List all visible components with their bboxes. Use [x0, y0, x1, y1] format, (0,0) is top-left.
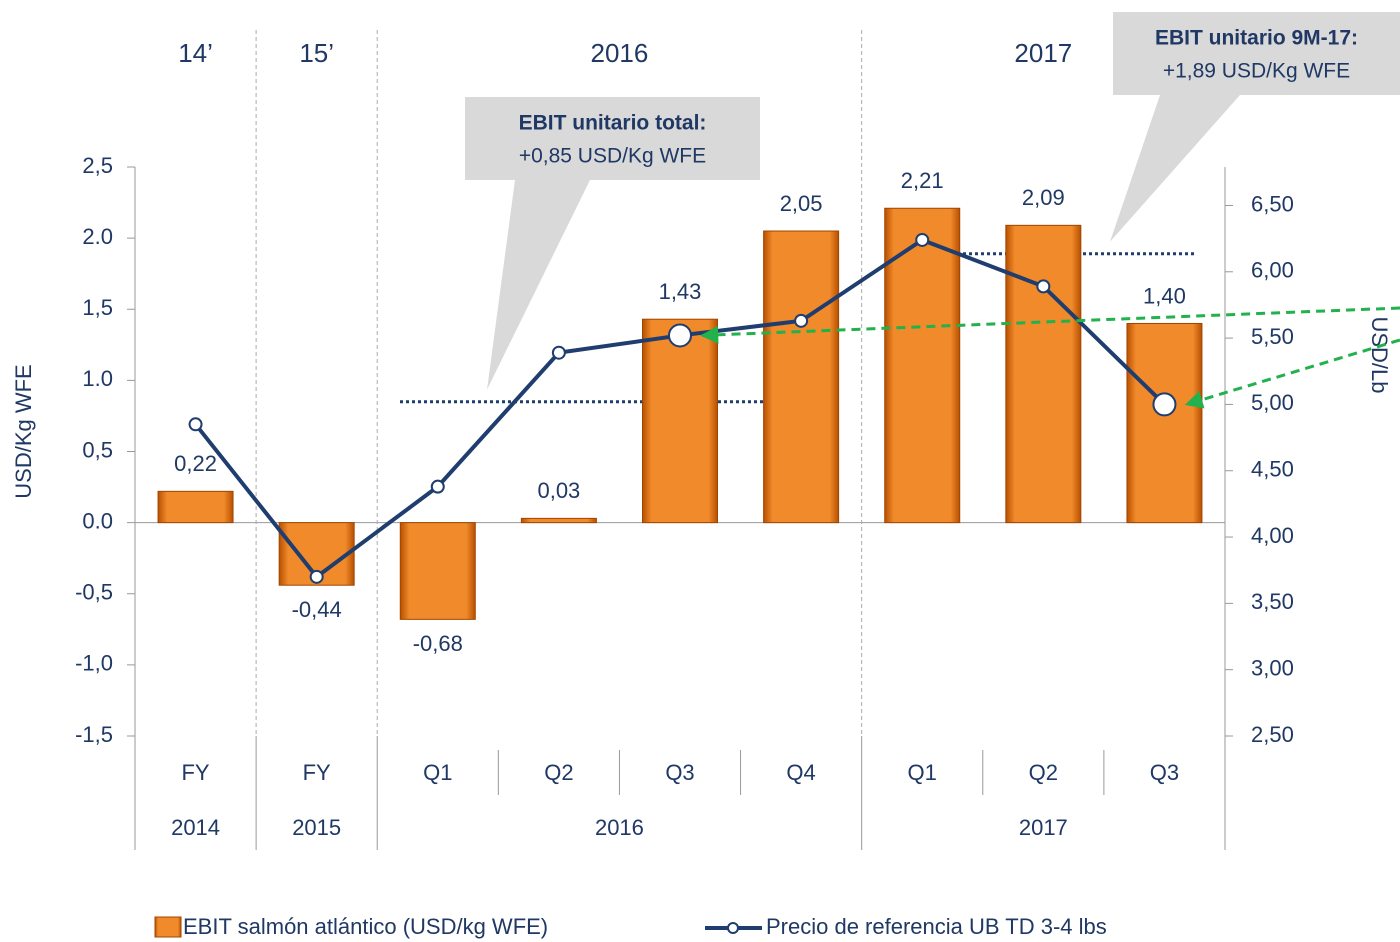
value-label: 1,40 [1143, 283, 1186, 308]
line-marker [551, 345, 566, 360]
value-label: 0,22 [174, 451, 217, 476]
y-tick-label: -1,0 [75, 651, 113, 676]
group-label: 2015 [292, 815, 341, 840]
value-label: 0,03 [537, 478, 580, 503]
callout [465, 97, 760, 390]
y2-tick-label: 5,00 [1251, 390, 1294, 415]
legend-label: Precio de referencia UB TD 3-4 lbs [766, 914, 1107, 939]
y2-tick-label: 6,00 [1251, 258, 1294, 283]
legend-swatch [727, 922, 739, 934]
bar [884, 207, 961, 524]
y2-tick-label: 5,50 [1251, 324, 1294, 349]
x-tick-label: Q3 [1150, 760, 1179, 785]
group-label: 2017 [1019, 815, 1068, 840]
y-tick-label: -1,5 [75, 722, 113, 747]
group-label: 2016 [595, 815, 644, 840]
y-tick-label: 2.0 [82, 224, 113, 249]
bar [520, 517, 597, 524]
callout-title: EBIT unitario 9M-17: [1155, 27, 1358, 50]
callout-title: EBIT unitario total: [519, 112, 707, 135]
x-tick-label: Q4 [786, 760, 815, 785]
line-marker [794, 313, 809, 328]
y2-tick-label: 3,50 [1251, 589, 1294, 614]
line-marker [1036, 279, 1051, 294]
callout-text: +0,85 USD/Kg WFE [519, 145, 706, 168]
y-tick-label: 0,5 [82, 437, 113, 462]
y2-axis-label: USD/Lb [1367, 316, 1392, 393]
value-label: 2,21 [901, 168, 944, 193]
line-marker [915, 232, 930, 247]
y2-tick-label: 4,50 [1251, 457, 1294, 482]
legend-swatch [154, 916, 182, 938]
value-label: 2,05 [780, 191, 823, 216]
x-tick-label: Q1 [423, 760, 452, 785]
line-marker [668, 323, 692, 348]
y-tick-label: 0.0 [82, 508, 113, 533]
line-marker [188, 417, 203, 432]
highlight-arrow [700, 306, 1400, 344]
callout-text: +1,89 USD/Kg WFE [1163, 60, 1350, 83]
bar [763, 230, 840, 524]
bar [1005, 224, 1082, 524]
y-tick-label: 1.0 [82, 366, 113, 391]
y-tick-label: 2,5 [82, 153, 113, 178]
y2-tick-label: 2,50 [1251, 722, 1294, 747]
legend-label: EBIT salmón atlántico (USD/kg WFE) [183, 914, 548, 939]
bar [157, 490, 234, 524]
group-label: 2014 [171, 815, 220, 840]
bar [399, 522, 476, 620]
group-top-label: 2017 [1014, 38, 1072, 68]
group-top-label: 15’ [299, 38, 334, 68]
x-tick-label: Q1 [908, 760, 937, 785]
group-top-label: 2016 [591, 38, 649, 68]
value-label: 2,09 [1022, 185, 1065, 210]
highlight-arrow [1184, 338, 1400, 409]
x-tick-label: FY [181, 760, 209, 785]
y-axis-label: USD/Kg WFE [11, 364, 36, 498]
value-label: 1,43 [659, 279, 702, 304]
callout [1110, 12, 1400, 242]
bar [642, 318, 718, 524]
line-marker [430, 479, 445, 494]
x-tick-label: Q2 [1029, 760, 1058, 785]
group-top-label: 14’ [178, 38, 213, 68]
line-marker [309, 569, 324, 584]
line-marker [1152, 392, 1177, 417]
y2-tick-label: 6,50 [1251, 191, 1294, 216]
y-tick-label: 1,5 [82, 295, 113, 320]
value-label: -0,44 [292, 597, 342, 622]
value-label: -0,68 [413, 631, 463, 656]
x-tick-label: Q3 [665, 760, 694, 785]
y-tick-label: -0,5 [75, 580, 113, 605]
x-tick-label: Q2 [544, 760, 573, 785]
x-tick-label: FY [303, 760, 331, 785]
bar [1126, 322, 1203, 524]
y2-tick-label: 3,00 [1251, 655, 1294, 680]
y2-tick-label: 4,00 [1251, 523, 1294, 548]
